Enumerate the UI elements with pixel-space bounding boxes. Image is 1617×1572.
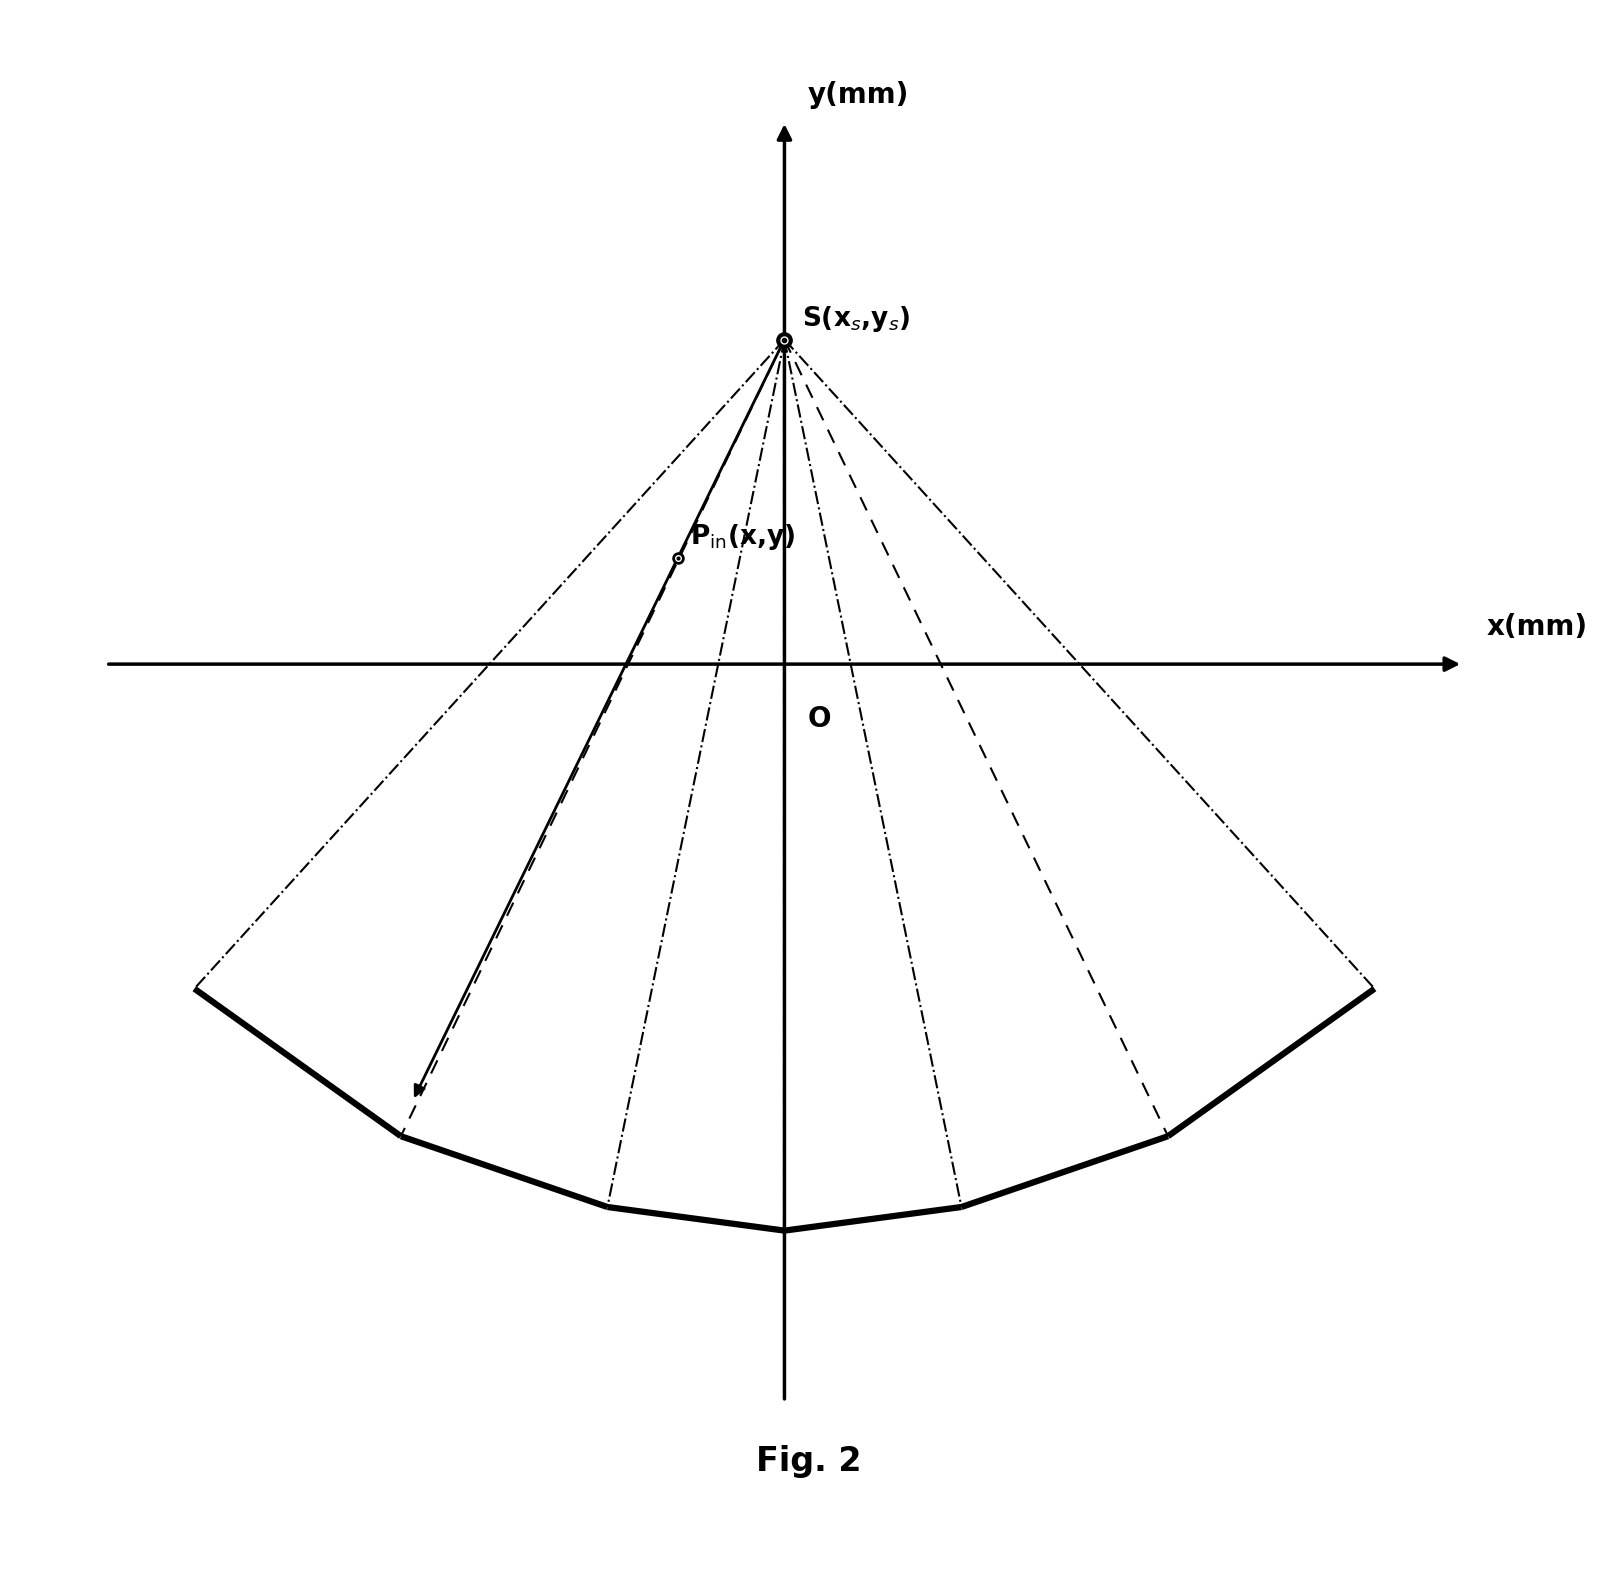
Text: P$_\mathrm{in}$(x,y): P$_\mathrm{in}$(x,y)	[690, 522, 796, 552]
Text: S(x$_s$,y$_s$): S(x$_s$,y$_s$)	[802, 303, 910, 333]
Text: x(mm): x(mm)	[1486, 613, 1588, 640]
Text: O: O	[808, 706, 831, 734]
Text: Fig. 2: Fig. 2	[755, 1445, 862, 1478]
Text: y(mm): y(mm)	[808, 82, 909, 110]
